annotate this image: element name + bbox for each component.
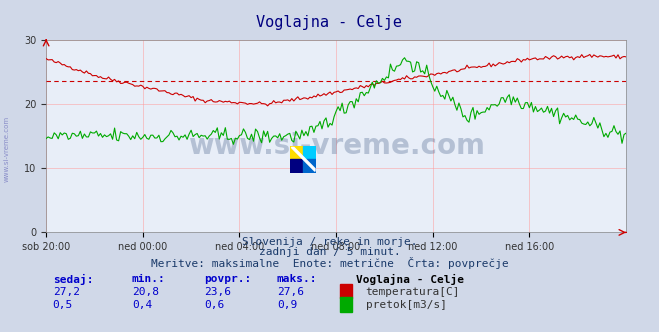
Text: www.si-vreme.com: www.si-vreme.com [3,116,10,183]
Text: 23,6: 23,6 [204,287,231,297]
Text: temperatura[C]: temperatura[C] [366,287,460,297]
Polygon shape [291,147,315,171]
Text: Slovenija / reke in morje.: Slovenija / reke in morje. [242,237,417,247]
Text: Voglajna - Celje: Voglajna - Celje [256,15,403,30]
Bar [303,159,316,173]
Text: 0,9: 0,9 [277,300,297,310]
Text: maks.:: maks.: [277,274,317,284]
Text: pretok[m3/s]: pretok[m3/s] [366,300,447,310]
Text: min.:: min.: [132,274,165,284]
Text: Voglajna - Celje: Voglajna - Celje [356,274,464,285]
Text: 27,2: 27,2 [53,287,80,297]
Text: 27,6: 27,6 [277,287,304,297]
Bar [303,146,316,159]
Bar [290,159,303,173]
Text: 0,6: 0,6 [204,300,225,310]
Text: www.si-vreme.com: www.si-vreme.com [188,132,484,160]
Text: zadnji dan / 5 minut.: zadnji dan / 5 minut. [258,247,401,257]
Text: sedaj:: sedaj: [53,274,93,285]
Text: povpr.:: povpr.: [204,274,252,284]
Text: 0,5: 0,5 [53,300,73,310]
Text: 20,8: 20,8 [132,287,159,297]
Text: Meritve: maksimalne  Enote: metrične  Črta: povprečje: Meritve: maksimalne Enote: metrične Črta… [151,257,508,269]
Bar [290,146,303,159]
Text: 0,4: 0,4 [132,300,152,310]
